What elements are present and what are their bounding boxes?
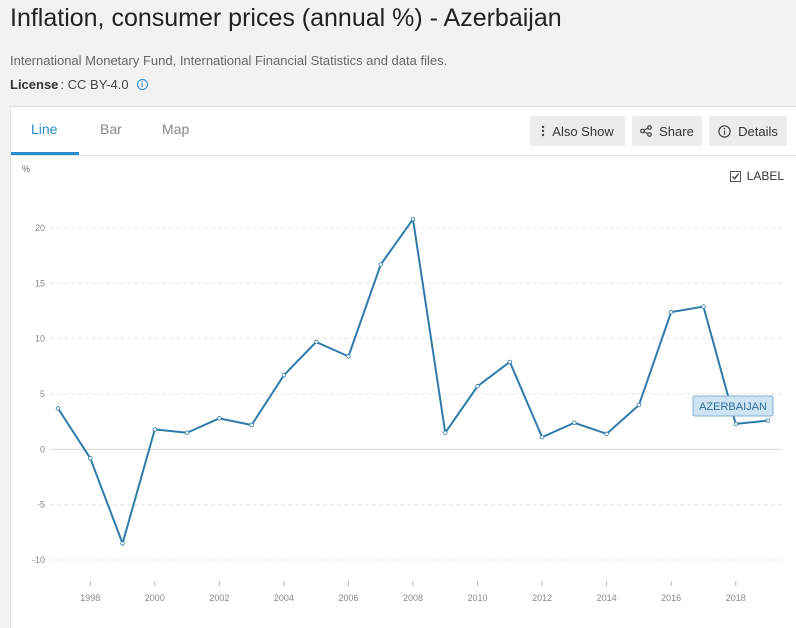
y-tick-label: 20 xyxy=(35,223,45,233)
label-checkbox[interactable] xyxy=(729,170,741,182)
x-tick-label: 2010 xyxy=(468,593,488,603)
tabs-bar: Line Bar Map Also Show Share Details xyxy=(11,107,796,156)
also-show-button[interactable]: Also Show xyxy=(530,116,625,146)
license-label: License xyxy=(10,77,59,92)
x-tick-label: 2004 xyxy=(274,593,294,603)
data-point[interactable] xyxy=(765,418,771,423)
source-text: International Monetary Fund, Internation… xyxy=(10,53,448,68)
data-point[interactable] xyxy=(572,420,577,425)
data-point[interactable] xyxy=(604,431,609,437)
details-button[interactable]: Details xyxy=(709,116,787,146)
tab-map[interactable]: Map xyxy=(162,121,190,137)
page-title: Inflation, consumer prices (annual %) - … xyxy=(10,4,562,32)
x-tick-label: 2016 xyxy=(661,593,681,603)
y-tick-label: 5 xyxy=(40,389,45,399)
info-icon[interactable]: i xyxy=(136,79,148,90)
x-tick-label: 2014 xyxy=(597,593,617,603)
share-button[interactable]: Share xyxy=(632,116,702,146)
x-tick-label: 2006 xyxy=(338,593,358,603)
x-tick-label: 1998 xyxy=(80,593,100,603)
data-point[interactable] xyxy=(184,430,190,435)
details-label: Details xyxy=(738,123,778,139)
y-tick-label: -5 xyxy=(37,500,45,510)
data-point[interactable] xyxy=(217,416,222,421)
info-icon xyxy=(718,124,731,138)
tab-bar[interactable]: Bar xyxy=(100,121,122,137)
vertical-dots-icon xyxy=(541,125,545,137)
x-tick-label: 2012 xyxy=(532,593,552,603)
share-icon xyxy=(640,125,653,137)
x-tick-label: 2018 xyxy=(726,593,746,603)
data-point[interactable] xyxy=(701,304,706,309)
data-point[interactable] xyxy=(313,339,319,345)
data-point[interactable] xyxy=(55,406,61,411)
series-label-badge xyxy=(692,395,774,417)
x-tick-label: 2008 xyxy=(403,593,423,603)
data-point[interactable] xyxy=(539,434,545,440)
y-tick-label: 0 xyxy=(40,444,45,454)
data-point[interactable] xyxy=(507,359,513,365)
data-point[interactable] xyxy=(378,262,383,267)
label-toggle[interactable]: LABEL xyxy=(729,169,784,183)
data-point[interactable] xyxy=(443,430,448,435)
data-point[interactable] xyxy=(346,354,351,359)
data-point[interactable] xyxy=(410,216,416,222)
series-line xyxy=(57,218,769,545)
share-label: Share xyxy=(659,123,694,139)
also-show-label: Also Show xyxy=(552,123,614,139)
tab-line[interactable]: Line xyxy=(31,121,58,137)
y-tick-label: -10 xyxy=(32,555,45,565)
x-tick-label: 2002 xyxy=(209,593,229,603)
label-toggle-text: LABEL xyxy=(746,169,784,183)
data-point[interactable] xyxy=(152,427,158,432)
data-point[interactable] xyxy=(281,372,287,378)
data-point[interactable] xyxy=(733,421,738,427)
y-axis-unit-label: % xyxy=(22,164,30,174)
x-tick-label: 2000 xyxy=(145,593,165,603)
data-point[interactable] xyxy=(475,384,480,389)
data-point[interactable] xyxy=(88,455,93,461)
data-point[interactable] xyxy=(636,402,642,408)
y-tick-label: 10 xyxy=(35,334,45,344)
data-point[interactable] xyxy=(120,541,125,546)
active-tab-indicator xyxy=(11,152,79,155)
series-label: AZERBAIJAN xyxy=(699,401,767,413)
data-point[interactable] xyxy=(668,309,674,315)
license-value: : CC BY-4.0 xyxy=(60,77,129,92)
chart-panel: Line Bar Map Also Show Share Details LAB… xyxy=(10,106,796,628)
y-tick-label: 15 xyxy=(35,278,45,288)
data-point[interactable] xyxy=(249,422,254,428)
license-line: License : CC BY-4.0 i xyxy=(10,77,148,92)
